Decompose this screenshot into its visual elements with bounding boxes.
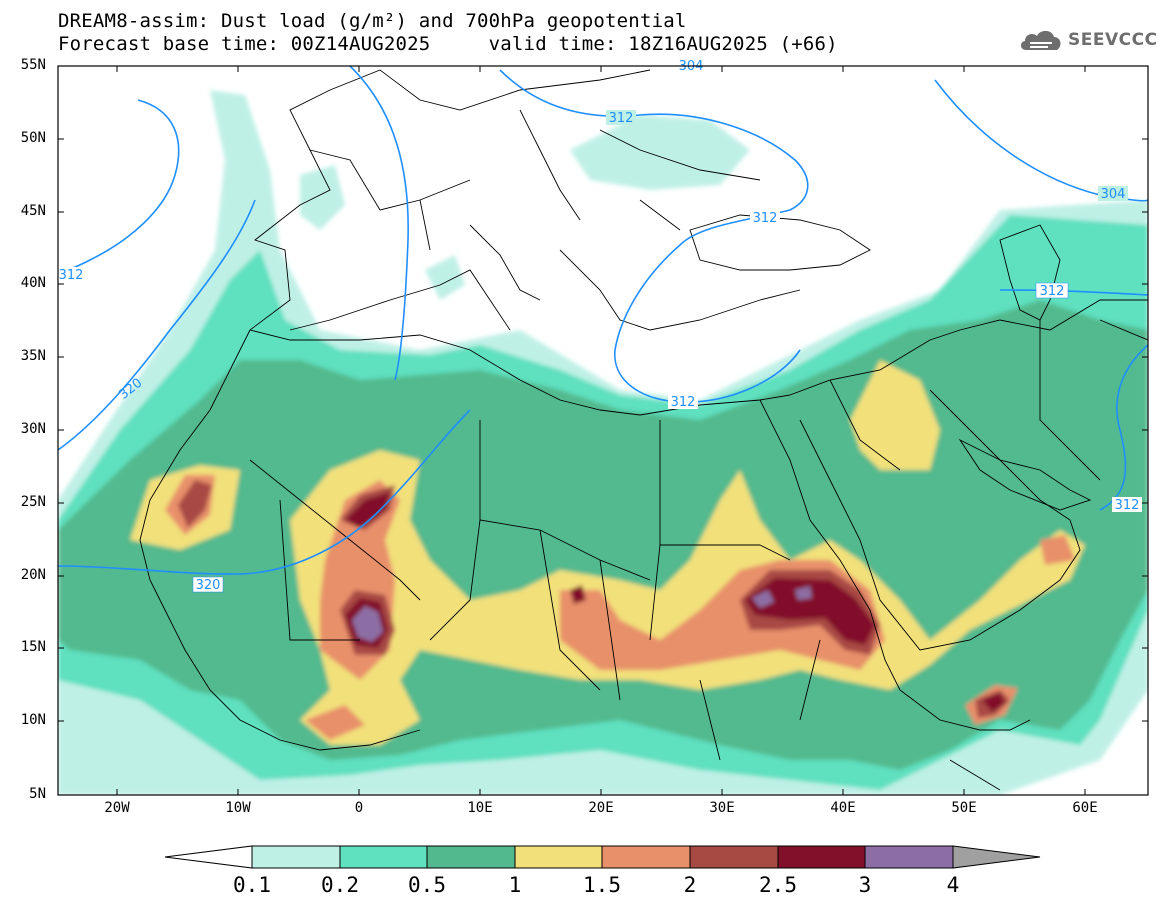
dust-level-1.5-oman bbox=[1040, 535, 1075, 565]
dust-load-field bbox=[58, 90, 1148, 795]
chart-title: DREAM8-assim: Dust load (g/m²) and 700hP… bbox=[58, 10, 687, 32]
colorbar-bin bbox=[426, 845, 516, 869]
europe-coastline bbox=[249, 69, 651, 331]
colorbar-label: 2 bbox=[683, 873, 697, 897]
seevccc-logo: SEEVCCC bbox=[1018, 26, 1158, 54]
colorbar-label: 4 bbox=[946, 873, 960, 897]
caspian-sea-coast bbox=[999, 224, 1061, 321]
borders-europe bbox=[309, 109, 761, 251]
lon-label: 60E bbox=[1072, 800, 1098, 816]
africa-west-coast bbox=[139, 329, 421, 751]
contour-320-south bbox=[58, 409, 471, 575]
dust-level-3-sudan-east bbox=[795, 586, 812, 600]
persian-gulf-coast bbox=[958, 438, 1092, 511]
colorbar-bin bbox=[339, 845, 428, 869]
lon-label: 30E bbox=[709, 800, 735, 816]
lat-label: 45N bbox=[20, 203, 46, 219]
dust-level-2.5-yemen bbox=[982, 693, 1005, 712]
colorbar-label: 3 bbox=[858, 873, 872, 897]
colorbar-label: 0.2 bbox=[321, 873, 359, 897]
colorbar-label: 0.5 bbox=[408, 873, 446, 897]
arabia-coast bbox=[799, 389, 1081, 651]
dust-level-2.5-chad bbox=[570, 585, 586, 604]
colorbar-label: 2.5 bbox=[759, 873, 797, 897]
horn-of-africa-coast bbox=[899, 689, 1031, 791]
lon-label: 10W bbox=[225, 800, 251, 816]
colorbar-label: 1 bbox=[508, 873, 522, 897]
dust-level-2.5 bbox=[345, 492, 390, 528]
lat-label: 5N bbox=[29, 786, 46, 802]
contour-320-north bbox=[58, 199, 256, 451]
lon-label: 20E bbox=[588, 800, 614, 816]
contour-label: 312 bbox=[671, 395, 696, 410]
dust-level-1-central bbox=[290, 450, 1085, 745]
contour-312-iran bbox=[1099, 344, 1148, 511]
colorbar-over-triangle bbox=[952, 845, 1041, 869]
dust-level-0.1-europe-west bbox=[300, 165, 345, 230]
borders-africa bbox=[249, 420, 821, 761]
dust-level-3-sudan bbox=[752, 590, 774, 608]
lon-label: 10E bbox=[467, 800, 493, 816]
colorbar-bin bbox=[601, 845, 691, 869]
lat-label: 15N bbox=[20, 639, 46, 655]
contour-312-east bbox=[999, 289, 1148, 296]
lon-label: 40E bbox=[830, 800, 856, 816]
mediterranean-north-coast bbox=[289, 224, 801, 331]
lon-label: 20W bbox=[104, 800, 130, 816]
colorbar-label: 1.5 bbox=[583, 873, 621, 897]
africa-north-coast bbox=[249, 329, 791, 416]
lat-label: 55N bbox=[20, 57, 46, 73]
dust-level-1.5-gulf-of-guinea bbox=[305, 705, 365, 740]
contour-label: 312 bbox=[1040, 284, 1065, 299]
colorbar-bin bbox=[689, 845, 779, 869]
lat-label: 40N bbox=[20, 275, 46, 291]
contour-304-east bbox=[934, 79, 1148, 202]
lat-label: 25N bbox=[20, 494, 46, 510]
colorbar-bin bbox=[251, 845, 341, 869]
contour-label: 312 bbox=[753, 211, 778, 226]
dust-level-1-arabia bbox=[850, 360, 940, 470]
colorbar-bin bbox=[864, 845, 954, 869]
contour-label: 320 bbox=[196, 578, 221, 593]
colorbar bbox=[164, 845, 1041, 869]
red-sea-coast bbox=[759, 399, 901, 691]
lat-label: 35N bbox=[20, 348, 46, 364]
contour-label: 312 bbox=[59, 268, 84, 283]
contour-label: 312 bbox=[1115, 498, 1140, 513]
coastlines bbox=[139, 69, 1148, 791]
dust-level-2 bbox=[178, 480, 212, 528]
colorbar-bin bbox=[514, 845, 603, 869]
dust-level-0.1-italy bbox=[425, 255, 465, 300]
borders-middle-east bbox=[789, 299, 1148, 481]
colorbar-label: 0.1 bbox=[233, 873, 271, 897]
lat-label: 50N bbox=[20, 130, 46, 146]
colorbar-bin bbox=[777, 845, 866, 869]
dust-level-3 bbox=[352, 606, 383, 642]
contour-312-atlantic bbox=[349, 66, 409, 381]
lon-label: 0 bbox=[354, 800, 364, 816]
axis-ticks bbox=[58, 65, 1148, 795]
lat-label: 30N bbox=[20, 421, 46, 437]
dust-level-2.5-sudan bbox=[745, 578, 875, 645]
lat-label: 10N bbox=[20, 712, 46, 728]
cloud-logo-icon bbox=[1020, 30, 1061, 50]
lon-label: 50E bbox=[951, 800, 977, 816]
contour-labels: 304 312 304 312 312 312 312 320 320 312 bbox=[56, 58, 1142, 593]
lat-label: 20N bbox=[20, 567, 46, 583]
contour-label: 304 bbox=[1101, 187, 1126, 202]
logo-text: SEEVCCC bbox=[1068, 30, 1158, 50]
forecast-time-subtitle: Forecast base time: 00Z14AUG2025 valid t… bbox=[58, 33, 838, 55]
contour-label: 312 bbox=[609, 111, 634, 126]
colorbar-under-triangle bbox=[164, 845, 253, 869]
